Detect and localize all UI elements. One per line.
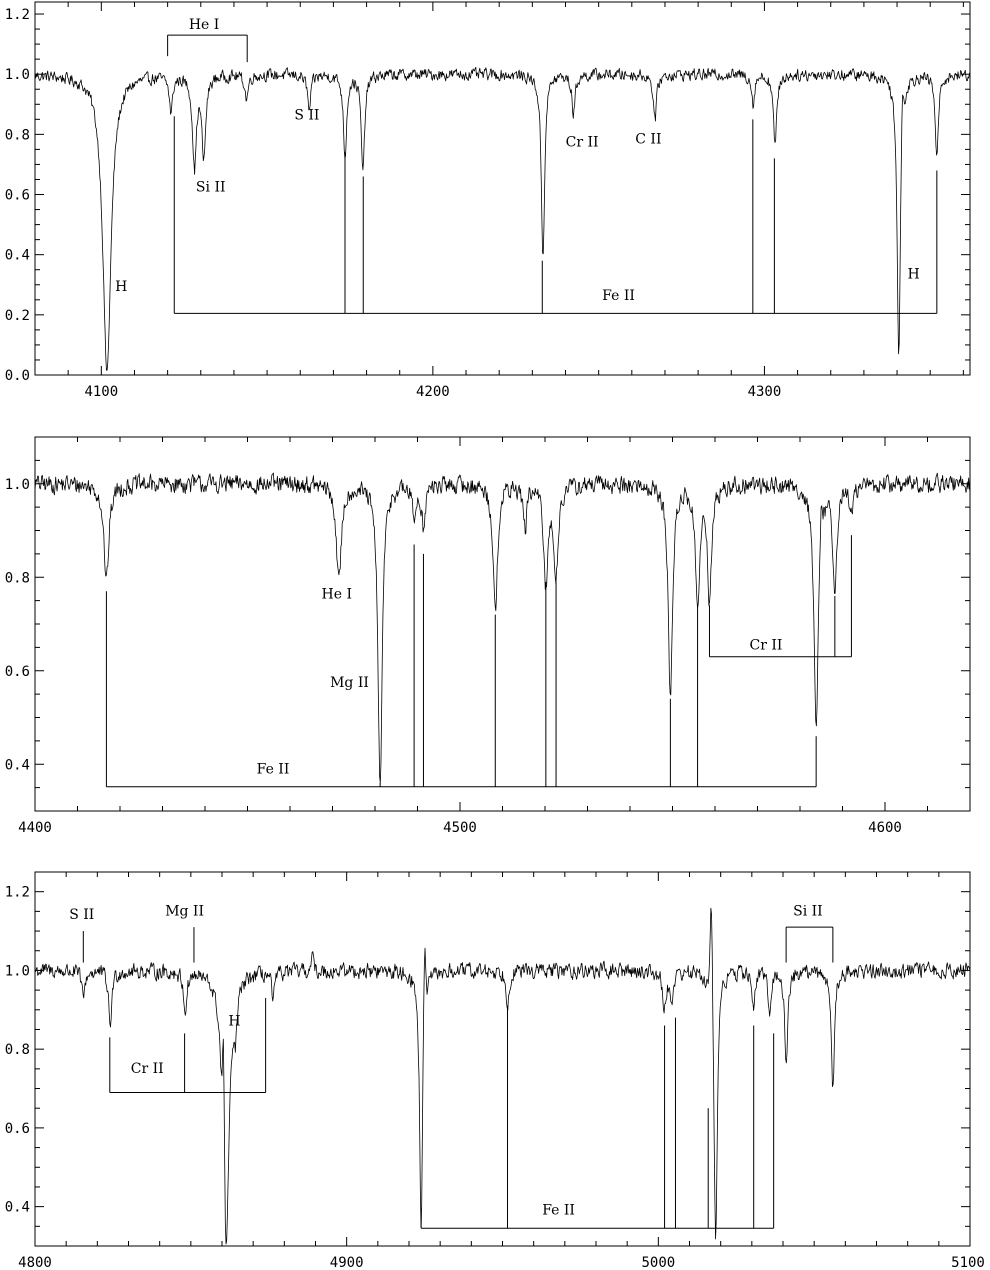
y-tick-label: 1.2 bbox=[5, 885, 30, 901]
x-tick-label: 4800 bbox=[18, 1255, 52, 1270]
y-tick-label: 0.4 bbox=[5, 757, 30, 773]
line-label: S II bbox=[69, 907, 94, 923]
line-label: Si II bbox=[793, 903, 823, 919]
x-tick-label: 4200 bbox=[416, 384, 450, 400]
y-tick-label: 0.2 bbox=[5, 308, 30, 324]
line-label: S II bbox=[294, 107, 319, 123]
line-label: Fe II bbox=[602, 288, 635, 304]
spectrum-line bbox=[34, 472, 971, 784]
x-tick-label: 4400 bbox=[18, 820, 52, 836]
x-tick-label: 5000 bbox=[641, 1255, 675, 1270]
y-tick-label: 0.8 bbox=[5, 127, 30, 143]
line-label: Cr II bbox=[750, 638, 783, 654]
x-tick-label: 5100 bbox=[951, 1255, 985, 1270]
y-tick-label: 0.6 bbox=[5, 1121, 30, 1137]
line-label: Mg II bbox=[165, 903, 204, 919]
line-label: Cr II bbox=[566, 134, 599, 150]
spectrum-line bbox=[34, 907, 971, 1245]
plot-frame bbox=[34, 871, 971, 1247]
x-tick-label: 4900 bbox=[330, 1255, 364, 1270]
y-tick-label: 1.2 bbox=[5, 7, 30, 23]
line-label: H bbox=[908, 267, 920, 283]
line-label: He I bbox=[322, 586, 352, 602]
y-tick-label: 0.0 bbox=[5, 368, 30, 384]
y-tick-label: 0.4 bbox=[5, 248, 30, 264]
y-tick-label: 1.0 bbox=[5, 67, 30, 83]
y-tick-label: 1.0 bbox=[5, 963, 30, 979]
y-tick-label: 0.8 bbox=[5, 570, 30, 586]
y-tick-label: 0.8 bbox=[5, 1042, 30, 1058]
line-label: Fe II bbox=[542, 1203, 575, 1219]
line-label: C II bbox=[635, 131, 661, 147]
line-label: Fe II bbox=[257, 762, 290, 778]
plot-frame bbox=[34, 1, 971, 376]
chart-panel-1: 4100 4200 4300 0.0 0.2 0.4 0.6 0.8 1.0 1.2 He I S I… bbox=[5, 1, 971, 400]
line-label: Si II bbox=[196, 180, 226, 196]
y-tick-label: 0.6 bbox=[5, 664, 30, 680]
x-tick-label: 4300 bbox=[748, 384, 782, 400]
x-tick-label: 4100 bbox=[84, 384, 118, 400]
line-label: Cr II bbox=[131, 1061, 164, 1077]
line-label: H bbox=[228, 1014, 240, 1030]
y-tick-label: 0.6 bbox=[5, 188, 30, 204]
y-tick-label: 0.4 bbox=[5, 1200, 30, 1216]
chart-panel-2: 4400 4500 4600 0.4 0.6 0.8 1.0 He I Mg II Cr II Fe… bbox=[5, 436, 971, 836]
x-tick-label: 4600 bbox=[868, 820, 902, 836]
chart-panel-3: 4800 4900 5000 5100 0.4 0.6 0.8 1.0 1.2 S II Mg II… bbox=[5, 871, 985, 1270]
spectrum-line bbox=[34, 66, 971, 371]
plot-frame bbox=[34, 436, 971, 812]
line-label: Mg II bbox=[330, 675, 369, 691]
x-tick-label: 4500 bbox=[443, 820, 477, 836]
line-label: He I bbox=[189, 17, 219, 33]
line-label: H bbox=[115, 279, 127, 295]
y-tick-label: 1.0 bbox=[5, 477, 30, 493]
